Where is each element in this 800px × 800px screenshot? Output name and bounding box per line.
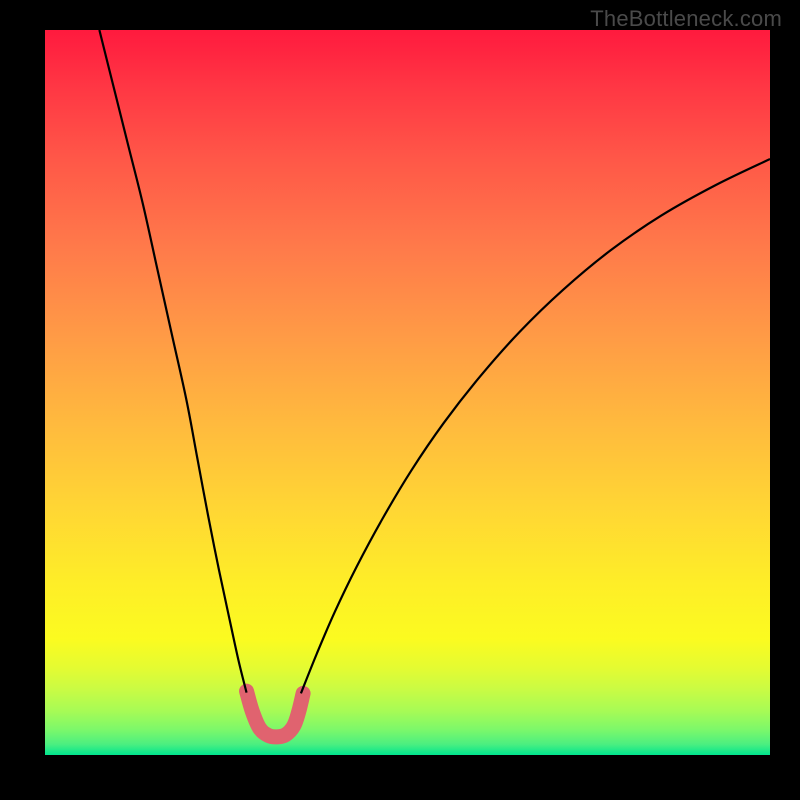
left-descending-curve	[99, 30, 246, 693]
curve-layer	[45, 30, 770, 755]
plot-area	[45, 30, 770, 755]
right-ascending-curve	[301, 159, 770, 693]
valley-highlight-curve	[247, 691, 304, 737]
watermark-text: TheBottleneck.com	[590, 6, 782, 32]
